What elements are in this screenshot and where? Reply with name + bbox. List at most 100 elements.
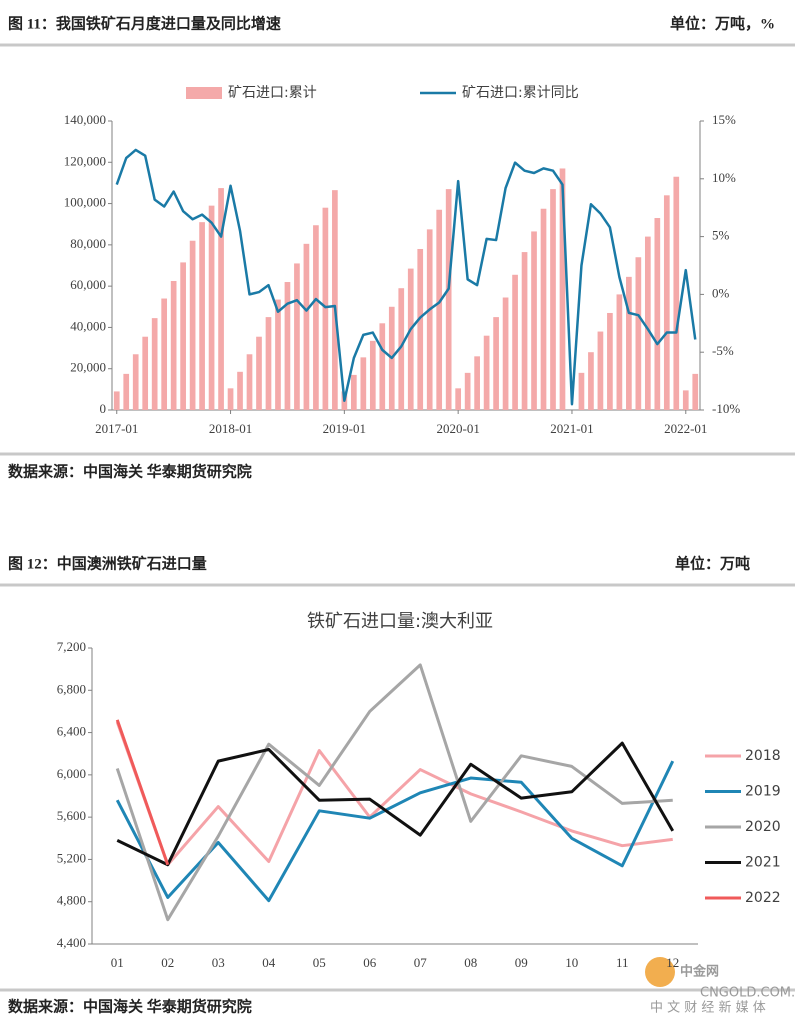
figure-unit: 单位：万吨，%: [670, 14, 775, 32]
bar: [616, 294, 623, 410]
bar: [654, 218, 661, 410]
bar: [227, 388, 234, 410]
y-tick-label: 7,200: [57, 639, 86, 654]
bar: [132, 354, 139, 410]
bar: [360, 357, 367, 410]
bar: [113, 391, 120, 410]
bar: [493, 317, 499, 410]
line: [115, 760, 675, 903]
legend-label: 2018: [745, 748, 781, 764]
bar: [436, 209, 443, 410]
bar: [455, 388, 462, 410]
y-tick-label: 6,400: [57, 724, 86, 739]
y-tick-label: 4,800: [57, 893, 86, 908]
bar: [398, 288, 405, 410]
y-tick-label: 20,000: [70, 360, 106, 375]
bar: [199, 222, 205, 410]
bar: [151, 318, 158, 410]
x-tick-label: 02: [161, 955, 174, 970]
bar: [407, 268, 414, 410]
x-tick-label: 12: [666, 955, 679, 970]
bar: [123, 373, 130, 410]
y-tick-label: 120,000: [64, 153, 106, 168]
y-tick-label: 100,000: [64, 195, 106, 210]
bar: [512, 274, 518, 410]
y-tick-label: 5,600: [57, 808, 86, 823]
bar: [218, 188, 224, 410]
watermark-url: CNGOLD.COM.CN: [700, 986, 795, 1001]
bar: [189, 240, 196, 410]
bar: [540, 208, 547, 410]
bar: [626, 276, 632, 410]
y2-tick-label: 15%: [712, 112, 736, 127]
bar: [208, 205, 215, 410]
line: [116, 741, 675, 867]
bar: [682, 390, 689, 410]
legend-swatch: [186, 87, 222, 99]
bar: [588, 352, 594, 410]
bar: [426, 229, 433, 410]
bar: [142, 336, 149, 410]
line: [115, 719, 170, 866]
y-tick-label: 4,400: [57, 935, 86, 950]
y-tick-label: 60,000: [70, 277, 106, 292]
y2-tick-label: 10%: [712, 170, 736, 185]
figure-unit: 单位：万吨: [675, 554, 750, 572]
bar: [559, 168, 566, 410]
bar: [417, 248, 424, 410]
bar: [663, 195, 670, 410]
bar: [180, 262, 186, 410]
y-tick-label: 40,000: [70, 318, 106, 333]
bar: [521, 252, 528, 410]
bar: [550, 189, 556, 410]
bar: [464, 372, 471, 410]
x-tick-label: 09: [515, 955, 528, 970]
y-tick-label: 6,800: [57, 681, 86, 696]
bar: [644, 236, 651, 410]
bar: [313, 225, 319, 410]
y-tick-label: 140,000: [64, 112, 106, 127]
bar: [483, 335, 490, 410]
line: [115, 721, 673, 867]
watermark-logo: [645, 957, 675, 987]
bar: [502, 297, 509, 410]
bar: [275, 299, 281, 410]
x-tick-label: 2017-01: [95, 421, 138, 436]
legend-label: 矿石进口:累计同比: [462, 85, 579, 101]
bar: [237, 371, 243, 410]
bar: [635, 257, 642, 410]
bar: [246, 354, 253, 410]
bar: [322, 207, 329, 410]
x-tick-label: 2019-01: [323, 421, 366, 436]
bar: [350, 374, 357, 410]
bar: [284, 282, 291, 410]
bar: [531, 231, 537, 410]
bar: [161, 298, 168, 410]
bar: [303, 243, 310, 410]
figure-label: 图 12：中国澳洲铁矿石进口量: [8, 554, 207, 572]
y-tick-label: 0: [100, 401, 107, 416]
y-tick-label: 80,000: [70, 236, 106, 251]
bar: [369, 340, 376, 410]
bar: [294, 263, 300, 410]
y2-tick-label: -10%: [712, 401, 740, 416]
bar: [445, 189, 452, 410]
bar: [607, 312, 613, 410]
x-tick-label: 01: [111, 955, 124, 970]
x-tick-label: 10: [565, 955, 578, 970]
x-tick-label: 2021-01: [550, 421, 593, 436]
line: [115, 148, 697, 406]
x-tick-label: 2022-01: [664, 421, 707, 436]
watermark-tagline: 中 文 财 经 新 媒 体: [650, 1000, 766, 1016]
bar: [332, 190, 338, 410]
x-tick-label: 2020-01: [436, 421, 479, 436]
figure-source: 数据来源：中国海关 华泰期货研究院: [8, 462, 252, 480]
legend-label: 2022: [745, 890, 781, 906]
watermark-brand: 中金网: [680, 964, 719, 980]
legend-label: 2019: [745, 784, 781, 800]
bar: [170, 280, 177, 410]
figure-label: 图 11：我国铁矿石月度进口量及同比增速: [8, 14, 281, 32]
x-tick-label: 04: [262, 955, 276, 970]
